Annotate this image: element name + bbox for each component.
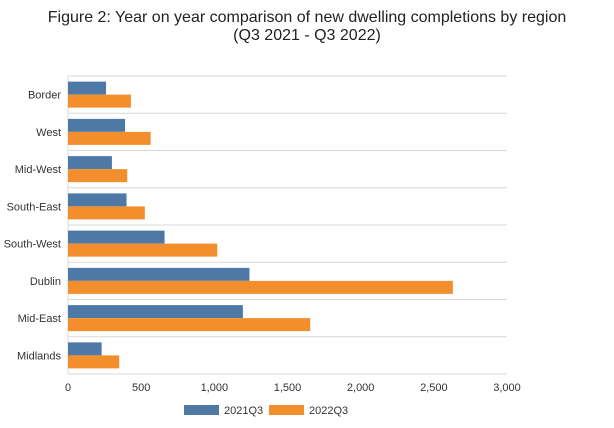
category-label: Midlands: [17, 350, 62, 362]
legend-swatch-2022Q3: [269, 405, 304, 415]
bar-2022Q3-mid-east: [68, 318, 311, 332]
x-tick-label: 1,000: [201, 382, 229, 394]
bar-2021Q3-mid-west: [68, 156, 112, 170]
x-tick-label: 1,500: [274, 382, 302, 394]
x-tick-label: 500: [132, 382, 150, 394]
bar-2021Q3-mid-east: [68, 305, 243, 319]
x-tick-label: 2,000: [347, 382, 375, 394]
bar-2022Q3-south-west: [68, 243, 218, 257]
category-label: Mid-East: [18, 313, 61, 325]
legend-label: 2022Q3: [309, 405, 348, 417]
bar-2021Q3-west: [68, 118, 126, 132]
legend-swatch-2021Q3: [184, 405, 219, 415]
bar-2022Q3-mid-west: [68, 169, 128, 183]
chart-title: Figure 2: Year on year comparison of new…: [47, 9, 567, 26]
bar-2021Q3-south-east: [68, 193, 127, 207]
bar-2021Q3-dublin: [68, 267, 250, 281]
bar-2022Q3-border: [68, 94, 131, 108]
category-label: Dublin: [30, 276, 61, 288]
bar-2021Q3-border: [68, 81, 107, 95]
chart-subtitle: (Q3 2021 - Q3 2022): [233, 27, 381, 44]
x-tick-label: 0: [65, 382, 71, 394]
bar-2021Q3-midlands: [68, 342, 102, 356]
category-label: Border: [28, 90, 61, 102]
legend-label: 2021Q3: [224, 405, 263, 417]
bar-2022Q3-midlands: [68, 355, 120, 369]
category-label: South-East: [7, 201, 61, 213]
category-label: Mid-West: [15, 164, 61, 176]
category-label: South-West: [4, 239, 61, 251]
x-tick-label: 2,500: [420, 382, 448, 394]
bar-2022Q3-south-east: [68, 206, 145, 220]
x-tick-label: 3,000: [493, 382, 521, 394]
bar-2022Q3-west: [68, 131, 151, 145]
bar-2021Q3-south-west: [68, 230, 165, 244]
bar-2022Q3-dublin: [68, 280, 453, 294]
category-label: West: [36, 127, 61, 139]
